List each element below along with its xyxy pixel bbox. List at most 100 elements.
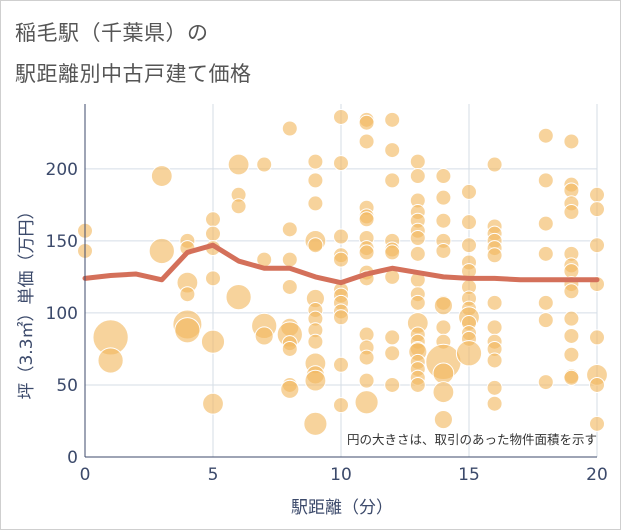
bubble-point bbox=[384, 376, 401, 393]
bubble-point bbox=[97, 347, 124, 374]
bubble-point bbox=[486, 156, 503, 173]
chart-title-line-1: 稲毛駅（千葉県）の bbox=[15, 21, 209, 45]
bubble-point bbox=[455, 340, 483, 367]
bubble-point bbox=[537, 245, 554, 262]
bubble-point bbox=[281, 340, 298, 357]
bubble-point bbox=[333, 397, 349, 414]
bubble-point bbox=[461, 183, 477, 200]
bubble-point bbox=[280, 379, 300, 399]
x-tick-label-0: 0 bbox=[80, 465, 91, 485]
bubble-point bbox=[563, 283, 580, 300]
bubble-point bbox=[589, 237, 605, 254]
bubble-point bbox=[304, 369, 327, 392]
bubble-point bbox=[589, 186, 605, 203]
x-tick-label-5: 5 bbox=[208, 465, 219, 485]
bubble-point bbox=[333, 108, 349, 125]
bubble-point bbox=[307, 172, 324, 189]
bubble-point bbox=[563, 327, 580, 344]
bubble-point bbox=[409, 229, 426, 246]
x-axis-title: 駅距離（分） bbox=[291, 498, 393, 518]
chart-annotation: 円の大きさは、取引のあった物件面積を示す bbox=[347, 432, 597, 447]
bubble-point bbox=[537, 127, 554, 144]
bubble-point bbox=[254, 326, 274, 346]
bubble-point bbox=[303, 411, 328, 436]
bubble-point bbox=[256, 156, 273, 173]
bubble-point bbox=[333, 356, 349, 373]
bubble-point bbox=[358, 211, 375, 228]
bubble-point bbox=[409, 168, 426, 185]
bubble-point bbox=[384, 142, 401, 159]
bubble-point bbox=[230, 198, 247, 215]
bubble-point bbox=[409, 245, 426, 262]
bubble-point bbox=[227, 153, 250, 176]
bubble-point bbox=[486, 352, 503, 369]
bubble-point bbox=[333, 155, 349, 172]
bubble-point bbox=[307, 237, 324, 254]
bubble-point bbox=[433, 409, 453, 430]
bubble-point bbox=[409, 294, 426, 311]
bubble-point bbox=[486, 294, 503, 311]
bubble-point bbox=[537, 374, 554, 391]
bubble-point bbox=[358, 133, 375, 150]
bubble-point bbox=[148, 237, 175, 265]
bubble-point bbox=[358, 114, 375, 131]
bubble-point bbox=[435, 319, 452, 336]
bubble-point bbox=[486, 395, 503, 412]
bubble-point bbox=[174, 317, 201, 344]
bubble-point bbox=[281, 221, 298, 238]
y-tick-label-0: 0 bbox=[67, 448, 78, 468]
bubble-point bbox=[384, 244, 401, 261]
y-tick-label-50: 50 bbox=[56, 376, 78, 396]
bubble-point bbox=[150, 165, 173, 187]
bubble-point bbox=[225, 283, 252, 311]
bubble-point bbox=[409, 153, 426, 170]
bubble-point bbox=[333, 251, 349, 268]
bubble-point bbox=[202, 392, 224, 415]
bubble-point bbox=[486, 247, 503, 264]
bubble-point bbox=[384, 329, 401, 346]
chart-title-line-2: 駅距離別中古戸建て価格 bbox=[15, 62, 252, 86]
bubble-series bbox=[77, 108, 608, 436]
y-tick-label-150: 150 bbox=[46, 232, 78, 252]
bubble-point bbox=[281, 278, 298, 295]
bubble-point bbox=[486, 379, 503, 396]
bubble-point bbox=[281, 251, 298, 268]
bubble-point bbox=[307, 195, 324, 212]
bubble-point bbox=[200, 329, 226, 354]
bubble-point bbox=[537, 215, 554, 232]
bubble-point bbox=[432, 381, 455, 404]
bubble-point bbox=[179, 286, 196, 303]
bubble-point bbox=[358, 244, 375, 261]
bubble-point bbox=[563, 369, 580, 386]
bubble-point bbox=[435, 242, 452, 259]
y-tick-label-200: 200 bbox=[46, 160, 78, 180]
bubble-point bbox=[384, 172, 401, 189]
bubble-point bbox=[205, 225, 221, 242]
bubble-point bbox=[563, 310, 580, 327]
bubble-point bbox=[563, 204, 580, 221]
bubble-point bbox=[358, 349, 375, 366]
bubble-point bbox=[384, 111, 401, 128]
bubble-point bbox=[333, 309, 349, 326]
bubble-point bbox=[307, 333, 324, 350]
bubble-point bbox=[358, 372, 375, 389]
trend-series bbox=[82, 242, 600, 286]
bubble-point bbox=[307, 153, 324, 170]
bubble-point bbox=[354, 390, 379, 415]
bubble-point bbox=[563, 346, 580, 363]
x-tick-label-10: 10 bbox=[330, 465, 352, 485]
bubble-point bbox=[433, 296, 453, 316]
bubble-point bbox=[589, 329, 605, 346]
x-tick-label-15: 15 bbox=[458, 465, 480, 485]
bubble-point bbox=[333, 228, 349, 245]
bubble-point bbox=[435, 189, 452, 206]
bubble-point bbox=[205, 211, 221, 228]
bubble-point bbox=[537, 172, 554, 189]
bubble-point bbox=[486, 319, 503, 336]
trend-line bbox=[82, 242, 600, 286]
x-tick-label-20: 20 bbox=[586, 465, 608, 485]
bubble-point bbox=[384, 345, 401, 362]
bubble-point bbox=[461, 237, 477, 254]
bubble-point bbox=[435, 168, 452, 185]
